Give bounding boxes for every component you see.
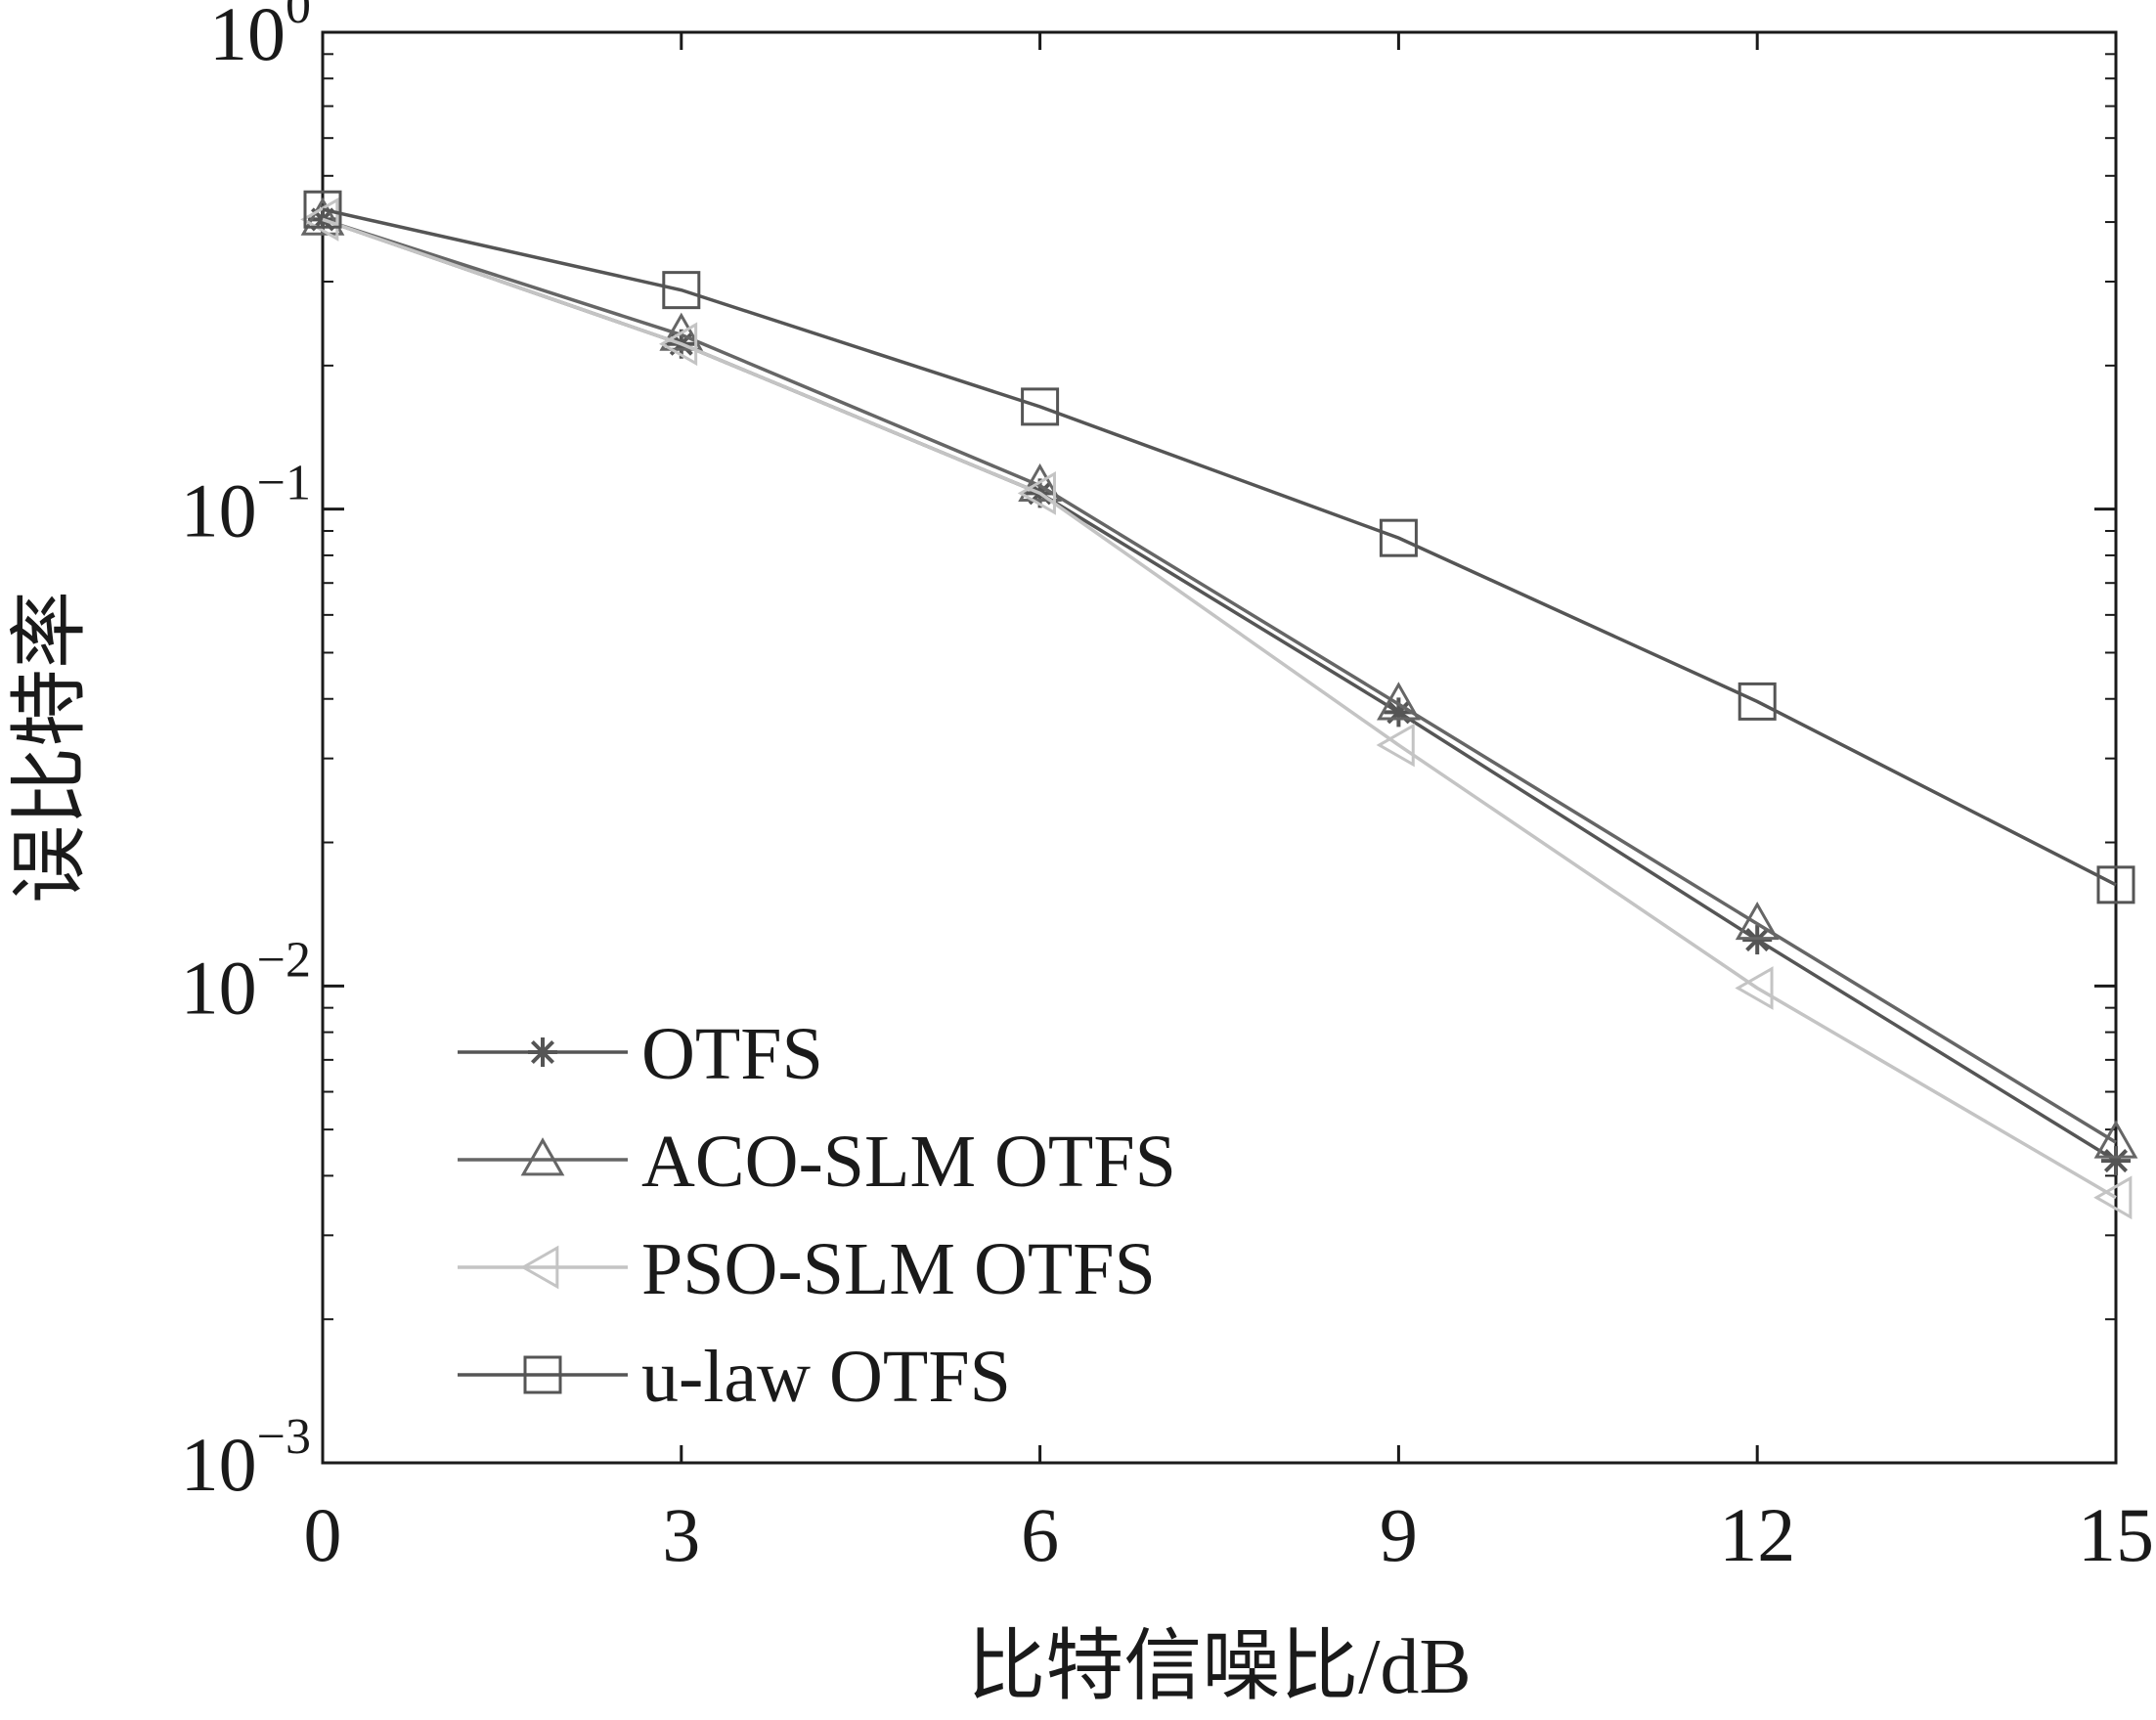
data-point [303, 190, 342, 229]
series-layer [300, 190, 2138, 1220]
legend-marker [523, 1355, 562, 1394]
data-point [1018, 463, 1062, 503]
y-tick-label: 10−2 [181, 932, 311, 1030]
legend-label: PSO-SLM OTFS [641, 1228, 1156, 1310]
x-tick-label: 6 [1021, 1492, 1059, 1577]
data-point [2096, 865, 2135, 904]
star-stroke [530, 1039, 555, 1065]
series-line [322, 217, 2117, 1144]
star-stroke [2103, 1149, 2129, 1173]
data-point [300, 197, 345, 236]
x-tick-label: 12 [1719, 1492, 1795, 1577]
x-tick-label: 9 [1380, 1492, 1418, 1577]
legend-marker [528, 1037, 557, 1067]
x-tick-label: 0 [304, 1492, 342, 1577]
y-tick-label: 10−1 [181, 456, 311, 553]
series-line [322, 217, 2117, 1163]
legend-item: u-law OTFS [458, 1336, 1011, 1418]
data-point [658, 322, 698, 367]
ticks-layer: 0 3 6 9 12 15 100 10−1 10−2 10−3 [181, 0, 2154, 1577]
data-point [1021, 387, 1060, 426]
data-point [300, 198, 339, 242]
data-point [2093, 1175, 2133, 1220]
x-tick-label: 3 [662, 1492, 700, 1577]
series-aco-slm-otfs [300, 197, 2138, 1159]
legend-label: u-law OTFS [641, 1336, 1011, 1418]
series-line [322, 217, 2117, 1200]
data-point [1017, 470, 1056, 515]
x-tick-label: 15 [2078, 1492, 2154, 1577]
legend-item: PSO-SLM OTFS [458, 1228, 1156, 1310]
y-tick-label: 10−3 [181, 1409, 311, 1507]
series-line [322, 207, 2117, 887]
y-axis-title: 误比特率 [8, 591, 94, 904]
series-otfs [308, 204, 2131, 1176]
legend-label: OTFS [641, 1013, 823, 1095]
y-tick-label: 100 [209, 0, 311, 76]
legend-label: ACO-SLM OTFS [641, 1121, 1176, 1203]
legend-marker [520, 1137, 565, 1176]
legend-item: OTFS [458, 1013, 823, 1095]
data-point [1377, 682, 1421, 721]
data-point [1735, 966, 1774, 1010]
data-point [659, 312, 704, 351]
legend-marker [520, 1245, 559, 1290]
series-u-law-otfs [303, 190, 2135, 904]
legend-item: ACO-SLM OTFS [458, 1121, 1176, 1203]
x-axis-title: 比特信噪比/dB [967, 1624, 1472, 1710]
series-pso-slm-otfs [300, 198, 2133, 1220]
data-point [1376, 723, 1415, 768]
data-point [662, 271, 701, 310]
data-point [2093, 1120, 2138, 1159]
data-point [1379, 518, 1418, 557]
data-point [1735, 901, 1780, 941]
plot-frame [321, 30, 2118, 1465]
data-point [2101, 1146, 2131, 1176]
data-point [1738, 682, 1777, 721]
legend: OTFS ACO-SLM OTFS PSO-SLM OTFS u-law OTFS [458, 1013, 1176, 1418]
